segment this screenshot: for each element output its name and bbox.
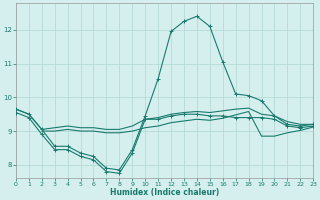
X-axis label: Humidex (Indice chaleur): Humidex (Indice chaleur): [110, 188, 219, 197]
